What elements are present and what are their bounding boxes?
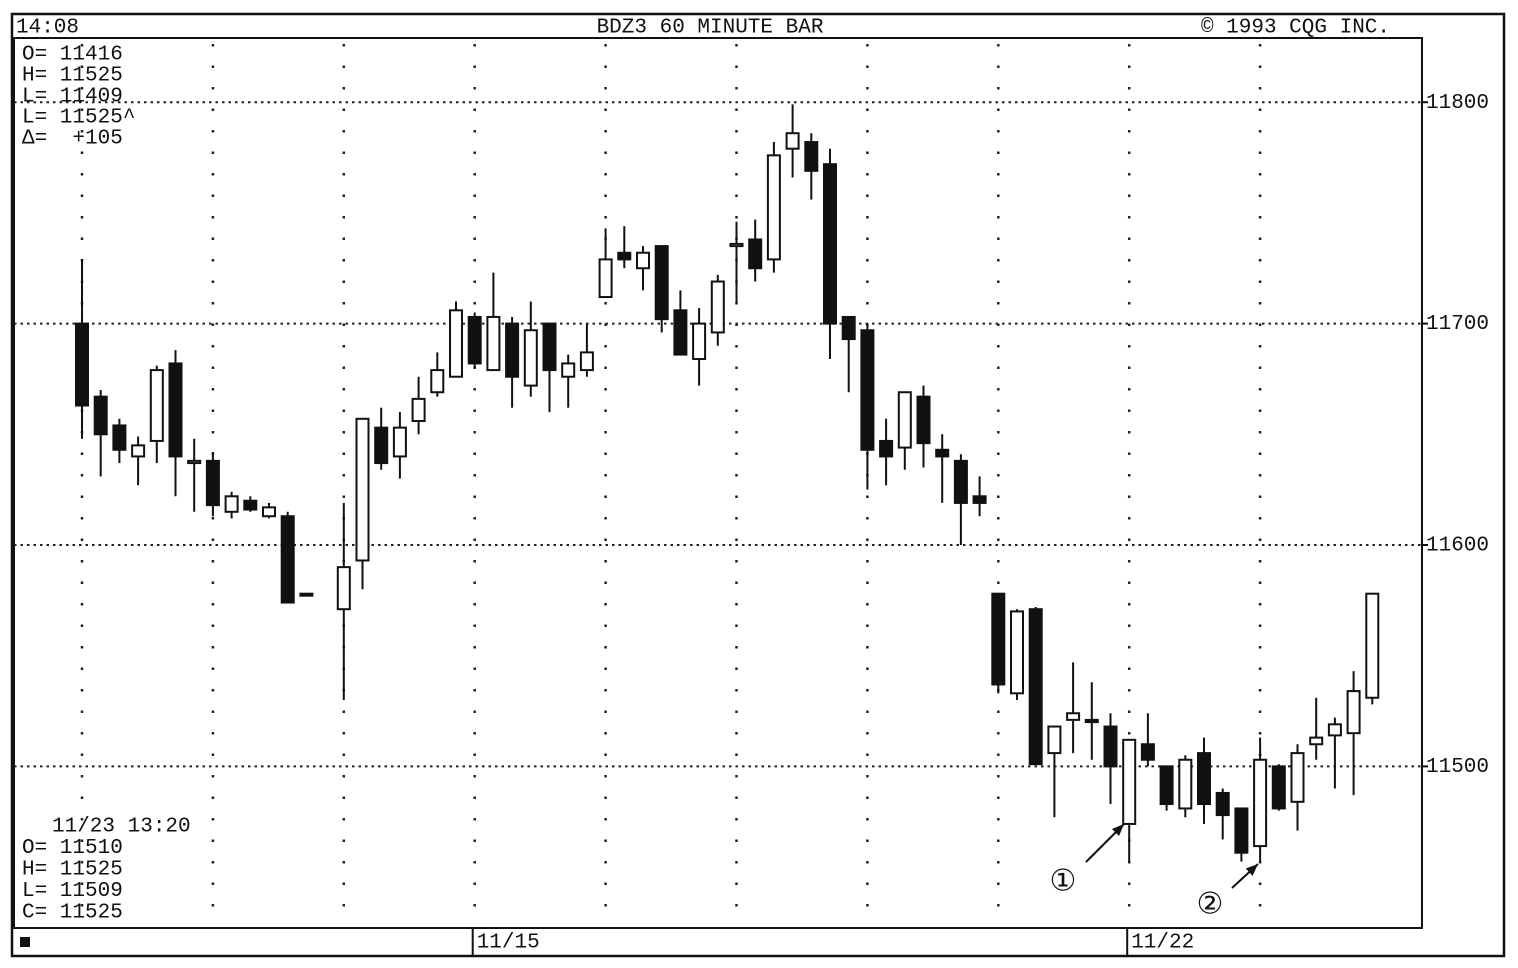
candle-body bbox=[486, 315, 501, 372]
candle-body bbox=[131, 444, 146, 458]
candle-body bbox=[355, 417, 370, 562]
candle-body bbox=[598, 258, 613, 299]
candle-body bbox=[953, 459, 968, 504]
candle-body bbox=[1028, 608, 1043, 766]
candle-body bbox=[673, 309, 688, 356]
annotation-arrowhead bbox=[1111, 824, 1124, 837]
candle-body bbox=[1140, 743, 1155, 761]
status-square bbox=[20, 937, 30, 947]
candle-body bbox=[860, 329, 875, 451]
candle-body bbox=[692, 322, 707, 361]
y-tick-label: 11600 bbox=[1426, 535, 1489, 558]
candle-body bbox=[1346, 690, 1361, 735]
candle-body bbox=[710, 280, 725, 334]
readout-bottom: L= 11509 bbox=[22, 880, 123, 903]
header-time: 14:08 bbox=[16, 17, 79, 40]
candle-body bbox=[299, 592, 314, 597]
readout-bottom: C= 11525 bbox=[22, 902, 123, 925]
candle-body bbox=[542, 322, 557, 372]
x-tick-label: 11/22 bbox=[1131, 932, 1194, 955]
candle-body bbox=[823, 163, 837, 325]
candle-body bbox=[935, 448, 950, 458]
candle-body bbox=[205, 459, 220, 507]
candle-body bbox=[523, 329, 538, 387]
candle-body bbox=[1103, 725, 1118, 768]
candle-body bbox=[636, 251, 650, 270]
candle-body bbox=[149, 369, 164, 442]
readout-bottom: 11/23 13:20 bbox=[52, 816, 191, 839]
candle-body bbox=[841, 315, 856, 341]
candle-body bbox=[1271, 765, 1286, 810]
copyright: © 1993 CQG INC. bbox=[1201, 17, 1390, 40]
candle-body bbox=[187, 459, 202, 465]
candle-body bbox=[1290, 752, 1305, 803]
candle-body bbox=[972, 495, 987, 504]
candle-body bbox=[280, 515, 295, 604]
y-tick-label: 11500 bbox=[1426, 756, 1489, 779]
candle-body bbox=[112, 424, 127, 451]
annotation-label: ② bbox=[1197, 887, 1224, 922]
candle-body bbox=[1010, 610, 1024, 695]
candle-body bbox=[1122, 738, 1137, 825]
candle-body bbox=[748, 238, 763, 270]
outer-frame bbox=[10, 12, 1506, 958]
readout-top: O= 11416 bbox=[22, 44, 123, 67]
candle-body bbox=[411, 397, 426, 423]
candle-body bbox=[430, 369, 445, 394]
candle-body bbox=[505, 322, 520, 378]
candle-body bbox=[1365, 592, 1380, 699]
readout-top: Δ= +105 bbox=[22, 128, 123, 151]
annotation-label: ① bbox=[1050, 864, 1077, 899]
candle-body bbox=[897, 391, 912, 449]
plot-frame bbox=[13, 37, 1423, 929]
readout-bottom: O= 11510 bbox=[22, 837, 123, 860]
candle-body bbox=[449, 309, 463, 378]
candle-body bbox=[1084, 718, 1099, 724]
candle-body bbox=[654, 245, 669, 321]
candle-body bbox=[1047, 725, 1062, 755]
readout-top: L= 11409 bbox=[22, 86, 123, 109]
candle-body bbox=[336, 566, 351, 611]
y-tick-label: 11800 bbox=[1426, 92, 1489, 115]
candle-body bbox=[224, 495, 239, 513]
candle-body bbox=[75, 322, 89, 407]
annotation-arrowhead bbox=[1245, 864, 1258, 876]
candle-body bbox=[785, 132, 800, 150]
candle-body bbox=[168, 362, 183, 458]
y-tick-label: 11700 bbox=[1426, 313, 1489, 336]
candle-body bbox=[1159, 765, 1174, 806]
candle-body bbox=[1178, 758, 1193, 810]
candle-body bbox=[579, 351, 594, 372]
candle-body bbox=[374, 426, 389, 465]
candle-body bbox=[243, 499, 258, 511]
candle-body bbox=[1215, 791, 1230, 817]
candle-body bbox=[766, 154, 781, 261]
candle-body bbox=[804, 141, 819, 172]
x-tick-label: 11/15 bbox=[477, 932, 540, 955]
candle-body bbox=[1309, 736, 1324, 746]
readout-top: H= 11525 bbox=[22, 65, 123, 88]
candle-body bbox=[1197, 752, 1211, 806]
candle-body bbox=[916, 395, 931, 445]
candle-body bbox=[1253, 758, 1268, 848]
candle-body bbox=[1327, 723, 1342, 737]
candle-body bbox=[561, 362, 576, 378]
candle-body bbox=[262, 506, 276, 518]
candle-body bbox=[617, 251, 632, 261]
candle-body bbox=[1066, 712, 1081, 721]
readout-bottom: H= 11525 bbox=[22, 859, 123, 882]
candle-body bbox=[879, 439, 894, 458]
candle-body bbox=[991, 592, 1006, 686]
chart-title: BDZ3 60 MINUTE BAR bbox=[597, 17, 824, 40]
candle-body bbox=[93, 395, 108, 436]
candle-body bbox=[729, 242, 744, 248]
candle-body bbox=[467, 315, 482, 365]
readout-top: L= 11525^ bbox=[22, 107, 135, 130]
candle-body bbox=[1234, 807, 1249, 854]
candle-body bbox=[392, 426, 407, 458]
